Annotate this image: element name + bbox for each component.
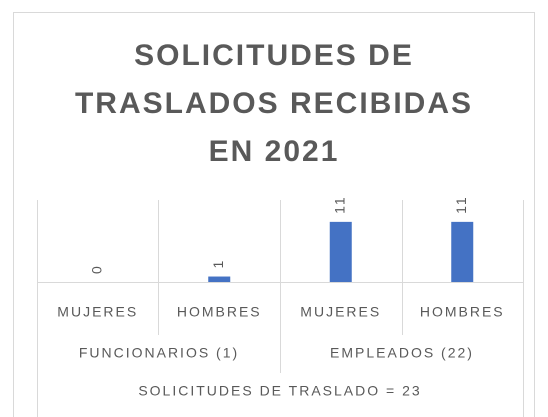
data-label: 0: [88, 264, 104, 274]
bar: [451, 221, 474, 282]
data-label: 11: [331, 195, 347, 214]
x-tick-label: HOMBRES: [420, 304, 505, 320]
group-label: FUNCIONARIOS (1): [79, 345, 239, 361]
x-tick-label: MUJERES: [300, 304, 381, 320]
chart-title: EN 2021: [209, 135, 340, 168]
x-tick-label: HOMBRES: [177, 304, 262, 320]
chart-border: [13, 12, 535, 417]
group-label: EMPLEADOS (22): [330, 345, 474, 361]
chart-title: SOLICITUDES DE: [134, 39, 414, 72]
chart-title: TRASLADOS RECIBIDAS: [75, 87, 473, 120]
x-tick-label: MUJERES: [57, 304, 138, 320]
data-label: 11: [453, 195, 469, 214]
supergroup-label: SOLICITUDES DE TRASLADO = 23: [138, 383, 421, 399]
bar: [329, 221, 352, 282]
data-label: 1: [210, 259, 226, 269]
bar: [208, 276, 231, 282]
